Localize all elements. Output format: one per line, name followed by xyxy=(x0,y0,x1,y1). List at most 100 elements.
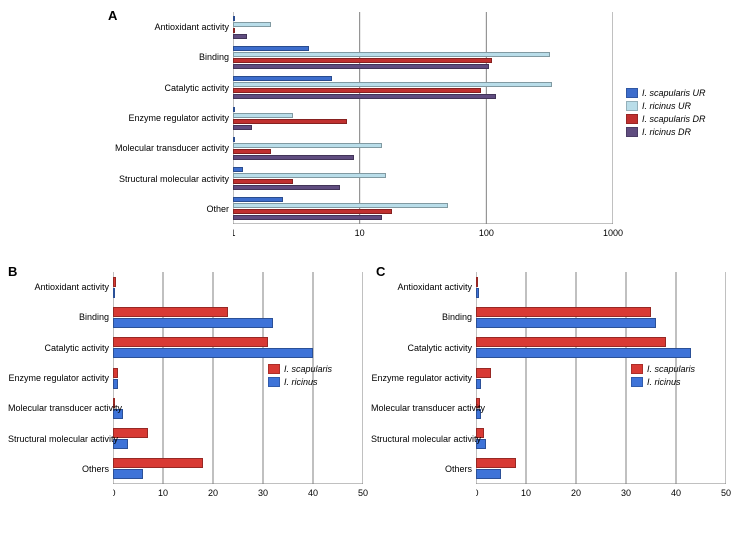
category-label: Enzyme regulator activity xyxy=(371,373,476,383)
legend-item: I. scapularis UR xyxy=(626,88,706,98)
legend-swatch xyxy=(268,377,280,387)
category-label: Enzyme regulator activity xyxy=(8,113,233,123)
bar xyxy=(476,469,501,479)
svg-text:100: 100 xyxy=(479,228,494,238)
bar xyxy=(233,82,552,87)
legend-item: I. scapularis xyxy=(631,364,695,374)
panel-c-legend: I. scapularis I. ricinus xyxy=(631,364,695,390)
legend-label: I. ricinus xyxy=(647,377,681,387)
panel-a-legend: I. scapularis UR I. ricinus UR I. scapular… xyxy=(626,88,706,140)
bar xyxy=(113,368,118,378)
category-label: Structural molecular activity xyxy=(8,434,113,444)
svg-text:30: 30 xyxy=(621,488,631,498)
bar xyxy=(233,203,448,208)
legend-swatch xyxy=(626,114,638,124)
bar xyxy=(233,76,332,81)
bar xyxy=(113,428,148,438)
legend-swatch xyxy=(631,364,643,374)
category-label: Structural molecular activity xyxy=(371,434,476,444)
legend-label: I. scapularis xyxy=(647,364,695,374)
bar xyxy=(233,215,382,220)
category-label: Binding xyxy=(8,312,113,322)
bar xyxy=(233,155,354,160)
bar xyxy=(233,52,550,57)
bar xyxy=(233,58,492,63)
category-label: Binding xyxy=(8,52,233,62)
bar xyxy=(233,185,340,190)
bar xyxy=(233,197,283,202)
bar xyxy=(233,113,293,118)
category-label: Structural molecular activity xyxy=(8,174,233,184)
legend-swatch xyxy=(626,127,638,137)
panel-c: C 01020304050 Antioxidant activityBindin… xyxy=(371,264,726,524)
bar xyxy=(113,348,313,358)
category-label: Molecular transducer activity xyxy=(371,403,476,413)
legend-swatch xyxy=(626,88,638,98)
svg-text:20: 20 xyxy=(208,488,218,498)
category-label: Molecular transducer activity xyxy=(8,403,113,413)
category-label: Catalytic activity xyxy=(8,343,113,353)
category-label: Binding xyxy=(371,312,476,322)
svg-text:10: 10 xyxy=(355,228,365,238)
panel-b-axis-labels: 01020304050 xyxy=(113,484,383,502)
svg-text:50: 50 xyxy=(721,488,731,498)
legend-swatch xyxy=(626,101,638,111)
legend-item: I. ricinus DR xyxy=(626,127,706,137)
svg-text:1: 1 xyxy=(233,228,236,238)
svg-text:40: 40 xyxy=(308,488,318,498)
panel-c-axis-labels: 01020304050 xyxy=(476,484,734,502)
category-label: Other xyxy=(8,204,233,214)
legend-item: I. ricinus UR xyxy=(626,101,706,111)
svg-text:10: 10 xyxy=(521,488,531,498)
bar xyxy=(476,348,691,358)
panel-a-bars xyxy=(233,12,613,224)
bar xyxy=(233,34,247,39)
bar xyxy=(233,179,293,184)
legend-item: I. scapularis DR xyxy=(626,114,706,124)
panel-a: A 1 10 100 1000 Antioxidant activity Binding… xyxy=(8,8,726,256)
bar xyxy=(476,288,479,298)
panel-a-axis-labels: 1 10 100 1000 xyxy=(233,224,633,242)
bar xyxy=(233,209,392,214)
bar xyxy=(233,107,235,112)
bar xyxy=(476,318,656,328)
bar xyxy=(233,46,309,51)
legend-item: I. ricinus xyxy=(268,377,332,387)
panel-b-legend: I. scapularis I. ricinus xyxy=(268,364,332,390)
bar xyxy=(233,173,386,178)
bar xyxy=(113,277,116,287)
svg-text:10: 10 xyxy=(158,488,168,498)
category-label: Antioxidant activity xyxy=(8,22,233,32)
panel-c-label: C xyxy=(376,264,385,279)
bar xyxy=(476,277,478,287)
legend-label: I. scapularis xyxy=(284,364,332,374)
legend-swatch xyxy=(268,364,280,374)
bar xyxy=(476,307,651,317)
svg-text:1000: 1000 xyxy=(603,228,623,238)
bar xyxy=(476,368,491,378)
bar xyxy=(113,458,203,468)
panel-a-label: A xyxy=(108,8,117,23)
bar xyxy=(476,379,481,389)
svg-text:40: 40 xyxy=(671,488,681,498)
category-label: Others xyxy=(371,464,476,474)
panel-b-label: B xyxy=(8,264,17,279)
category-label: Enzyme regulator activity xyxy=(8,373,113,383)
legend-item: I. scapularis xyxy=(268,364,332,374)
category-label: Antioxidant activity xyxy=(8,282,113,292)
category-label: Catalytic activity xyxy=(371,343,476,353)
bar xyxy=(233,167,243,172)
category-label: Antioxidant activity xyxy=(371,282,476,292)
legend-item: I. ricinus xyxy=(631,377,695,387)
bar xyxy=(113,379,118,389)
bar xyxy=(476,337,666,347)
legend-label: I. scapularis DR xyxy=(642,114,706,124)
panel-b: B 01020304050 Antioxidant activityBindin… xyxy=(8,264,363,524)
bar xyxy=(233,119,347,124)
bar xyxy=(233,64,489,69)
bar xyxy=(476,458,516,468)
bar xyxy=(233,94,496,99)
svg-text:50: 50 xyxy=(358,488,368,498)
bar xyxy=(113,337,268,347)
bar xyxy=(113,288,115,298)
